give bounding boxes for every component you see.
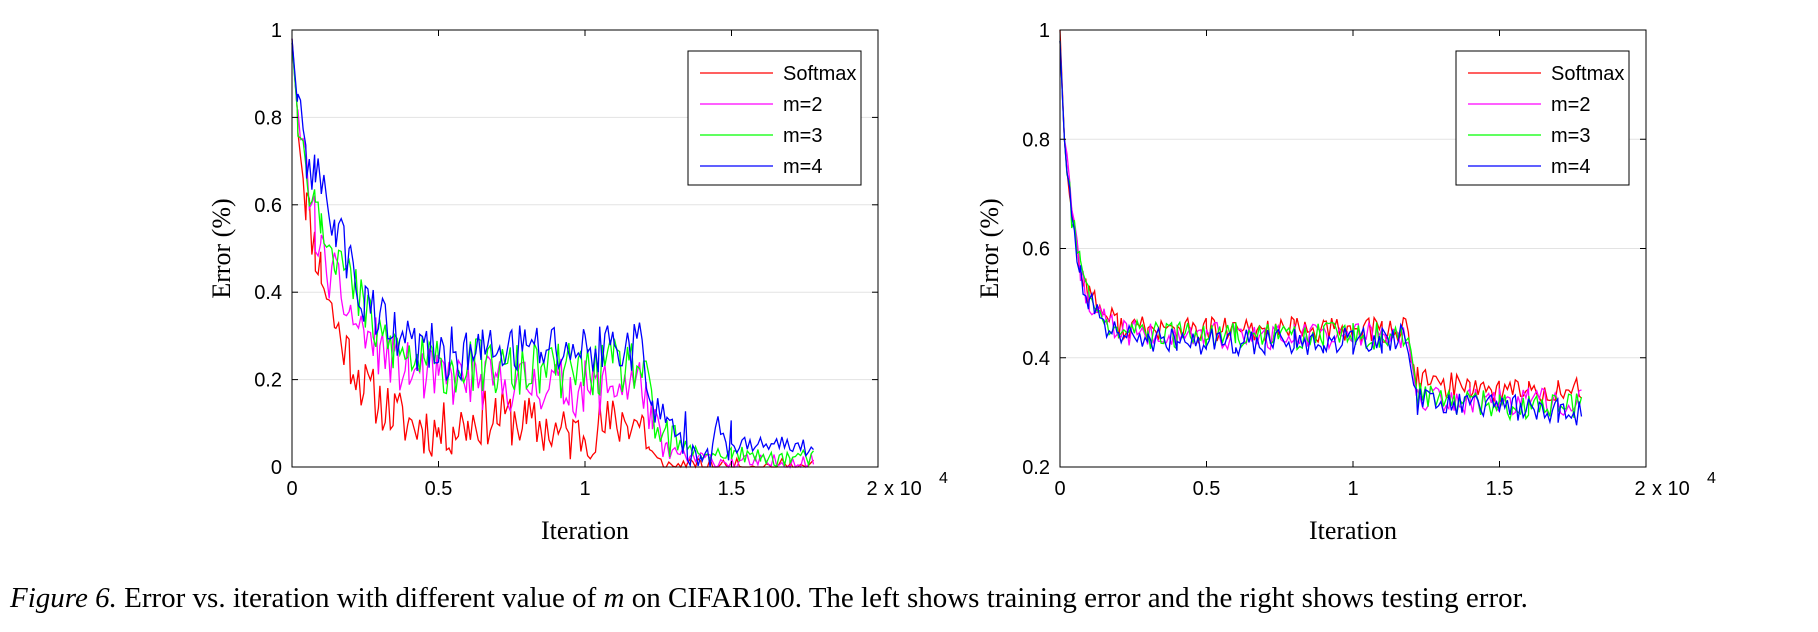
x-tick-label: 0.5 [425, 478, 453, 500]
x-multiplier-exponent: 4 [939, 470, 948, 487]
legend-label-2: m=3 [783, 125, 822, 147]
y-tick-label: 0.4 [1022, 348, 1050, 370]
y-tick-label: 0.2 [254, 370, 282, 392]
figure-label: Figure 6. [10, 582, 117, 614]
y-tick-label: 0.6 [254, 195, 282, 217]
x-tick-label: 2 [866, 478, 877, 500]
series-line-2 [1059, 40, 1583, 422]
y-tick-label: 1 [271, 20, 282, 42]
legend-label-1: m=2 [783, 94, 822, 116]
x-tick-label: 0 [1054, 478, 1065, 500]
y-tick-label: 0 [271, 457, 282, 479]
x-tick-label: 1.5 [718, 478, 746, 500]
legend-label-3: m=4 [783, 156, 822, 178]
x-multiplier: x 10 [884, 478, 922, 500]
x-multiplier-exponent: 4 [1707, 470, 1716, 487]
caption-text-before: Error vs. iteration with different value… [124, 582, 597, 614]
series-line-3 [291, 38, 814, 468]
y-axis-label: Error (%) [207, 198, 236, 298]
legend-label-3: m=4 [1551, 156, 1590, 178]
x-tick-label: 1 [1347, 478, 1358, 500]
y-tick-label: 0.6 [1022, 239, 1050, 261]
x-tick-label: 1 [579, 478, 590, 500]
series-line-0 [291, 38, 814, 469]
caption-text-after: on CIFAR100. The left shows training err… [631, 582, 1528, 614]
y-tick-label: 0.8 [1022, 129, 1050, 151]
chart-training-error: 0 0.5 1 1.5 2 x 10 4 0 0.2 0.4 0.6 0.8 1 Iteration Err… [207, 20, 948, 545]
x-multiplier: x 10 [1652, 478, 1690, 500]
legend-label-1: m=2 [1551, 94, 1590, 116]
x-tick-label: 0 [286, 478, 297, 500]
y-tick-label: 0.4 [254, 282, 282, 304]
y-tick-label: 0.8 [254, 107, 282, 129]
chart-testing-error: 0 0.5 1 1.5 2 x 10 4 0.2 0.4 0.6 0.8 1 Iteration Erro… [975, 20, 1716, 545]
legend-label-0: Softmax [783, 63, 856, 85]
series-line-2 [291, 43, 815, 468]
y-tick-label: 0.2 [1022, 457, 1050, 479]
x-tick-label: 1.5 [1486, 478, 1514, 500]
x-tick-label: 2 [1634, 478, 1645, 500]
series-line-3 [1059, 40, 1583, 426]
figure-caption: Figure 6. Error vs. iteration with diffe… [10, 582, 1810, 615]
y-tick-label: 1 [1039, 20, 1050, 42]
y-axis-label: Error (%) [975, 198, 1004, 298]
legend-label-2: m=3 [1551, 125, 1590, 147]
x-axis-label: Iteration [1309, 516, 1397, 545]
x-axis-label: Iteration [541, 516, 629, 545]
x-tick-label: 0.5 [1193, 478, 1221, 500]
caption-variable: m [603, 582, 625, 614]
legend-label-0: Softmax [1551, 63, 1624, 85]
